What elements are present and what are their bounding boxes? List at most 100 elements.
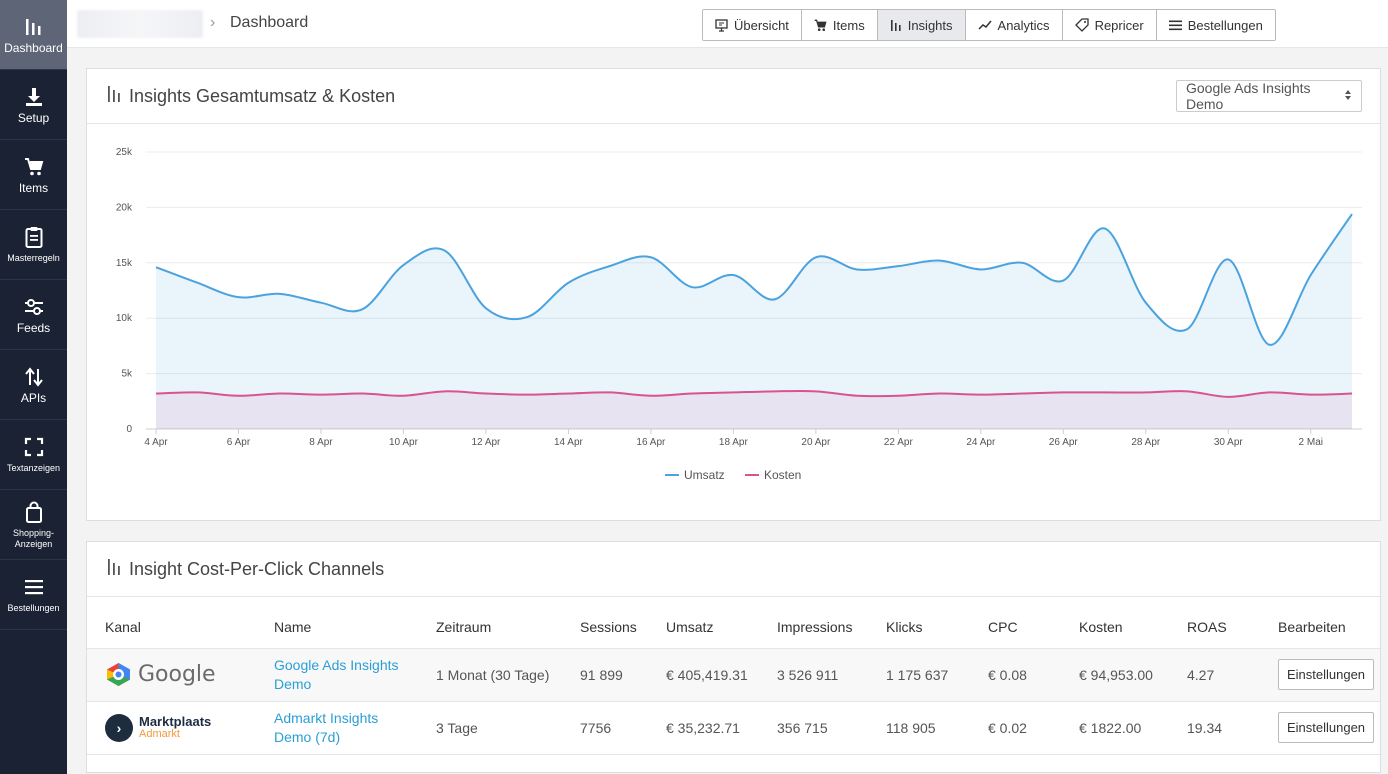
expand-icon [22,435,46,459]
column-header: ROAS [1169,597,1260,649]
sessions-cell: 7756 [562,701,648,755]
channels-panel: Insight Cost-Per-Click Channels Kanal Na… [86,541,1381,773]
tab-label: Analytics [997,17,1050,33]
tab-analytics[interactable]: Analytics [965,10,1063,40]
list-icon [22,575,46,599]
channel-logo-cell: › Marktplaats Admarkt [87,701,256,755]
x-tick-label: 8 Apr [309,437,333,448]
edit-cell: Einstellungen [1260,701,1380,755]
account-select[interactable]: Google Ads Insights Demo [1176,80,1362,112]
settings-button[interactable]: Einstellungen [1278,712,1374,743]
arrows-updown-icon [22,365,46,389]
legend-label-kosten: Kosten [764,468,801,482]
x-tick-label: 20 Apr [801,437,831,448]
tab-insights[interactable]: Insights [877,10,966,40]
channel-name-link[interactable]: Admarkt Insights Demo (7d) [274,709,379,745]
clipboard-icon [22,225,46,249]
google-wordmark: Google [138,662,216,687]
x-tick-label: 22 Apr [884,437,914,448]
breadcrumb-redacted[interactable] [77,10,203,38]
presentation-icon [715,18,728,32]
column-header: Name [256,597,418,649]
impressions-cell: 3 526 911 [759,648,868,702]
google-logo: Google [105,661,256,688]
sidebar-item-items[interactable]: Items [0,140,67,210]
marktplaats-logo: › Marktplaats Admarkt [105,713,256,742]
sidebar-item-bestellungen[interactable]: Bestellungen [0,560,67,630]
series-area-kosten [156,390,1352,429]
sidebar-item-label: Masterregeln [7,253,60,263]
y-tick-label: 5k [121,369,133,380]
legend-label-umsatz: Umsatz [684,468,725,482]
channels-panel-header: Insight Cost-Per-Click Channels [87,542,1380,597]
klicks-cell: 118 905 [868,701,970,755]
sidebar-item-shopping-anzeigen[interactable]: Shopping-Anzeigen [0,490,67,560]
roas-cell: 19.34 [1169,701,1260,755]
top-bar: › Dashboard Übersicht Items Insights Ana… [67,0,1388,48]
channel-name-cell: Admarkt Insights Demo (7d) [256,701,418,755]
column-header: Zeitraum [418,597,562,649]
x-tick-label: 26 Apr [1049,437,1079,448]
zeitraum-cell: 1 Monat (30 Tage) [418,648,562,702]
list-icon [1168,20,1182,31]
bag-icon [22,500,46,524]
sidebar: Dashboard Setup Items Masterregeln Feeds… [0,0,67,774]
table-row: Google Google Ads Insights Demo 1 Monat … [87,648,1380,702]
tab-label: Bestellungen [1187,17,1263,33]
tab-label: Repricer [1094,17,1144,33]
tab-items[interactable]: Items [801,10,878,40]
chart-panel-title: Insights Gesamtumsatz & Kosten [129,85,396,106]
sidebar-item-setup[interactable]: Setup [0,70,67,140]
tab-repricer[interactable]: Repricer [1062,10,1157,40]
chart-panel: Insights Gesamtumsatz & Kosten Google Ad… [86,68,1381,521]
sidebar-item-label: Bestellungen [7,603,60,613]
google-ads-icon [107,663,130,686]
chart-panel-header: Insights Gesamtumsatz & Kosten [87,69,1380,124]
umsatz-cell: € 35,232.71 [648,701,759,755]
column-header: CPC [970,597,1061,649]
series-line-kosten [155,389,1353,398]
sidebar-item-apis[interactable]: APIs [0,350,67,420]
edit-cell: Einstellungen [1260,648,1380,702]
column-header: Sessions [562,597,648,649]
tab-label: Insights [907,17,953,33]
tab-uebersicht[interactable]: Übersicht [703,10,802,40]
y-tick-label: 0 [126,424,132,435]
cpc-cell: € 0.02 [970,701,1061,755]
table-header-row: Kanal Name Zeitraum Sessions Umsatz Impr… [87,597,1380,649]
y-tick-label: 15k [116,258,133,269]
cpc-cell: € 0.08 [970,648,1061,702]
marktplaats-wordmark: Marktplaats Admarkt [139,715,211,741]
x-tick-label: 6 Apr [227,437,251,448]
sidebar-item-textanzeigen[interactable]: Textanzeigen [0,420,67,490]
top-nav: Übersicht Items Insights Analytics Repri… [702,9,1276,41]
marktplaats-name: Marktplaats [139,713,212,729]
channel-name-link[interactable]: Google Ads Insights Demo [274,656,399,692]
settings-button[interactable]: Einstellungen [1278,659,1374,690]
x-tick-label: 24 Apr [966,437,996,448]
sidebar-item-label: Items [18,181,49,195]
sessions-cell: 91 899 [562,648,648,702]
zeitraum-cell: 3 Tage [418,701,562,755]
sidebar-item-masterregeln[interactable]: Masterregeln [0,210,67,280]
revenue-cost-chart: 0 5k 10k 15k 20k 25k 4 Apr 6 Apr 8 Apr 10 Apr 12 A… [116,147,1362,482]
tab-bestellungen[interactable]: Bestellungen [1156,10,1275,40]
page-title: Dashboard [230,14,309,31]
cart-icon [22,155,46,179]
sidebar-item-dashboard[interactable]: Dashboard [0,0,67,70]
column-header: Impressions [759,597,868,649]
tag-icon [1074,18,1089,32]
column-header: Bearbeiten [1260,597,1380,649]
umsatz-cell: € 405,419.31 [648,648,759,702]
bar-chart-icon [107,85,121,108]
x-tick-label: 30 Apr [1214,437,1244,448]
bar-chart-icon [107,558,121,581]
y-tick-label: 25k [116,147,133,158]
kosten-cell: € 94,953.00 [1061,648,1169,702]
y-tick-label: 10k [116,313,133,324]
column-header: Umsatz [648,597,759,649]
y-tick-label: 20k [116,202,133,213]
x-tick-label: 16 Apr [636,437,666,448]
sidebar-item-feeds[interactable]: Feeds [0,280,67,350]
channels-table: Kanal Name Zeitraum Sessions Umsatz Impr… [87,597,1380,755]
